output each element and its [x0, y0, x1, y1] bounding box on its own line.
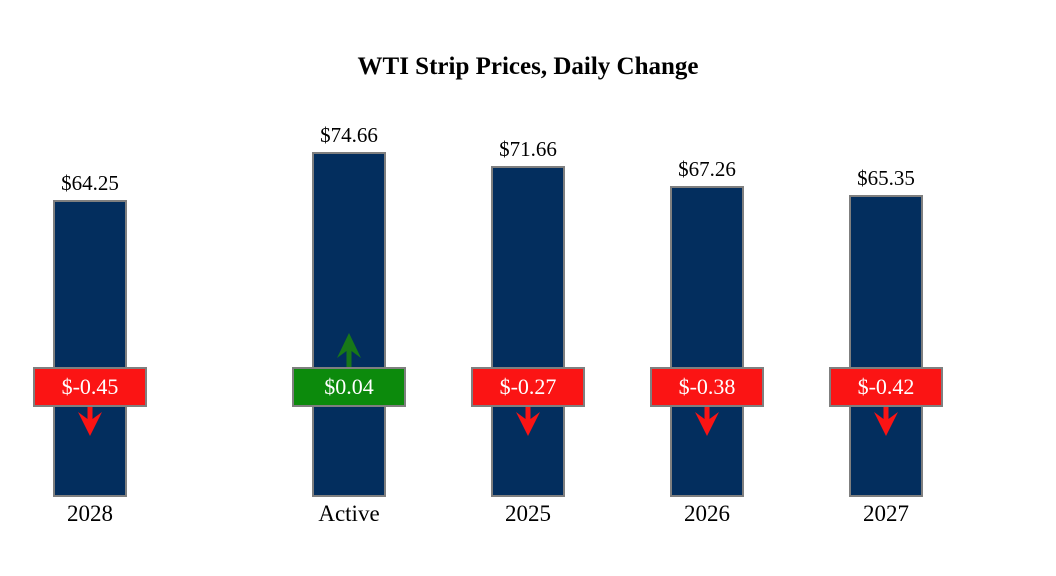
- bar: [312, 152, 386, 497]
- category-label: 2028: [67, 501, 113, 526]
- bar-group: $74.66 $0.04 Active: [259, 110, 439, 530]
- bar-group: $71.66 $-0.27 2025: [438, 110, 618, 530]
- down-arrow-icon: [693, 406, 721, 436]
- bar: [53, 200, 127, 497]
- bar-value-label: $67.26: [678, 156, 736, 181]
- category-label: 2026: [684, 501, 730, 526]
- category-label: 2027: [863, 501, 909, 526]
- bar: [849, 195, 923, 497]
- bar-group: $67.26 $-0.38 2026: [617, 110, 797, 530]
- bar-group: $64.25 $-0.45 2028: [0, 110, 180, 530]
- down-arrow-icon: [76, 406, 104, 436]
- chart-title: WTI Strip Prices, Daily Change: [357, 53, 699, 80]
- change-badge: $-0.27: [471, 367, 585, 407]
- change-badge: $-0.45: [33, 367, 147, 407]
- bar: [670, 186, 744, 497]
- bar: [491, 166, 565, 497]
- bar-value-label: $74.66: [320, 122, 378, 147]
- down-arrow-icon: [514, 406, 542, 436]
- bar-value-label: $71.66: [499, 136, 557, 161]
- bar-group: $65.35 $-0.42 2027: [796, 110, 976, 530]
- change-badge: $0.04: [292, 367, 406, 407]
- change-badge: $-0.38: [650, 367, 764, 407]
- bar-value-label: $64.25: [61, 170, 119, 195]
- down-arrow-icon: [872, 406, 900, 436]
- change-badge: $-0.42: [829, 367, 943, 407]
- category-label: Active: [318, 501, 380, 526]
- category-label: 2025: [505, 501, 551, 526]
- up-arrow-icon: [335, 333, 363, 369]
- bar-value-label: $65.35: [857, 165, 915, 190]
